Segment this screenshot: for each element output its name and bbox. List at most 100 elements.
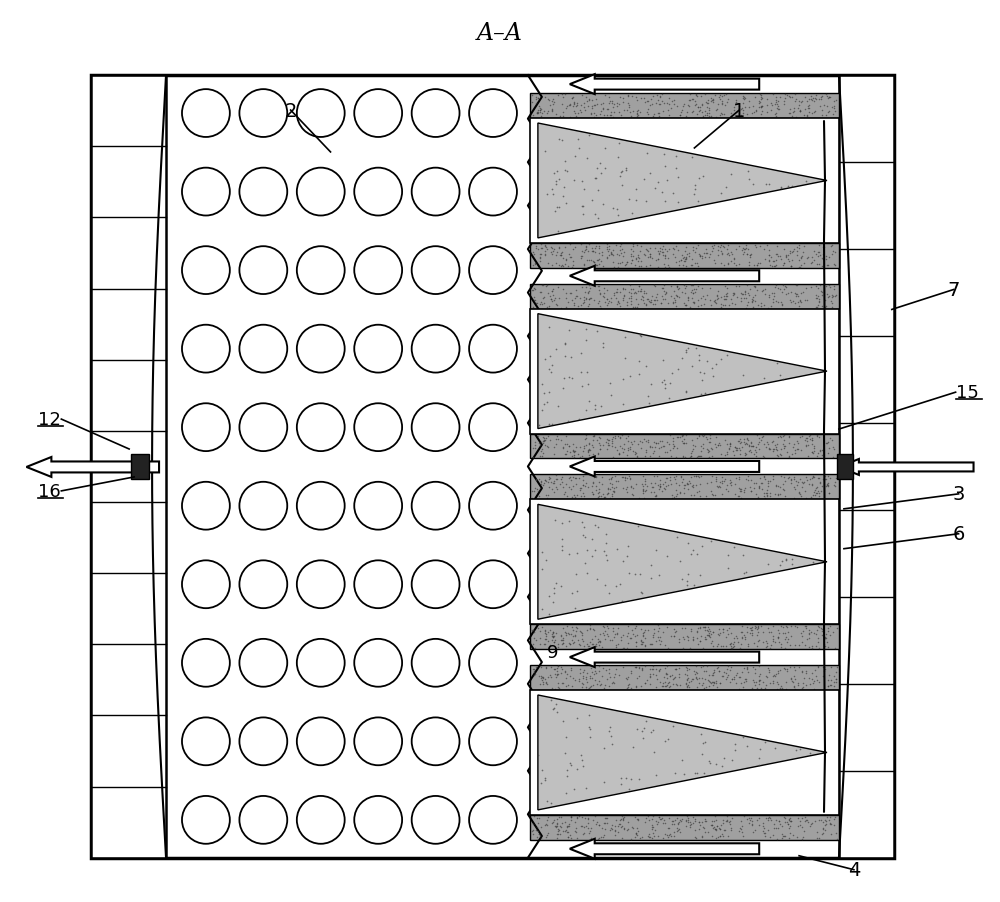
Point xyxy=(828,675,844,689)
Point xyxy=(760,437,776,452)
Point xyxy=(828,471,844,485)
Point xyxy=(682,300,698,315)
Bar xyxy=(530,474,839,500)
Point xyxy=(787,444,803,458)
Point xyxy=(769,437,785,452)
Point xyxy=(608,292,624,307)
Point xyxy=(591,475,607,490)
Point xyxy=(679,574,695,588)
Point xyxy=(525,245,541,260)
Point xyxy=(709,289,725,303)
Point xyxy=(693,439,709,454)
Point xyxy=(770,677,786,692)
Point xyxy=(768,442,784,456)
Point xyxy=(782,91,798,106)
Point xyxy=(536,476,552,491)
Point xyxy=(746,636,762,650)
Point xyxy=(772,250,788,264)
Point xyxy=(827,104,843,118)
Point xyxy=(579,675,595,689)
Point xyxy=(539,439,555,454)
Point xyxy=(554,676,570,691)
Point xyxy=(558,477,574,492)
Point xyxy=(798,471,814,485)
Point xyxy=(737,631,753,646)
Point xyxy=(628,680,644,695)
Point xyxy=(574,626,590,640)
Point xyxy=(702,436,718,450)
Bar xyxy=(530,434,839,459)
Point xyxy=(827,290,843,304)
Point xyxy=(720,548,736,562)
Point xyxy=(687,95,703,109)
Circle shape xyxy=(469,561,517,609)
Point xyxy=(597,631,613,646)
Point xyxy=(642,830,658,844)
Point xyxy=(643,724,659,739)
Point xyxy=(806,471,822,485)
Point xyxy=(569,290,585,304)
Point xyxy=(618,770,634,785)
Point xyxy=(633,292,649,307)
Point xyxy=(677,254,693,269)
Point xyxy=(714,476,730,491)
Circle shape xyxy=(354,796,402,844)
Point xyxy=(538,554,554,568)
Point xyxy=(747,239,763,253)
Point xyxy=(569,488,585,502)
Point xyxy=(699,432,715,446)
Point xyxy=(696,821,712,835)
Point xyxy=(676,98,692,113)
Point xyxy=(564,372,580,386)
Point xyxy=(700,623,716,638)
Point xyxy=(679,673,695,687)
Point xyxy=(598,811,614,825)
Point xyxy=(598,435,614,449)
Point xyxy=(565,636,581,650)
Point xyxy=(635,469,651,483)
Point xyxy=(683,489,699,503)
Point xyxy=(534,106,550,121)
Point xyxy=(678,814,694,828)
Point xyxy=(539,677,555,692)
Point xyxy=(603,106,619,120)
Point xyxy=(545,630,561,645)
Point xyxy=(747,91,763,106)
Point xyxy=(751,750,767,765)
Point xyxy=(591,280,607,294)
Point xyxy=(651,568,667,583)
Point xyxy=(605,101,621,115)
Point xyxy=(735,97,751,112)
Point xyxy=(545,244,561,259)
Point xyxy=(579,666,595,680)
Point xyxy=(562,98,578,113)
Point xyxy=(585,487,601,502)
Point xyxy=(769,240,785,254)
Point xyxy=(694,249,710,263)
Point xyxy=(572,482,588,496)
Point xyxy=(715,829,731,843)
Point xyxy=(532,104,548,118)
Point xyxy=(604,481,620,495)
Circle shape xyxy=(469,796,517,844)
Point xyxy=(667,625,683,640)
Point xyxy=(777,662,793,676)
Point xyxy=(591,489,607,503)
Point xyxy=(582,443,598,457)
Point xyxy=(806,439,822,454)
Point xyxy=(828,289,844,303)
Point xyxy=(818,109,834,124)
Point xyxy=(773,295,789,309)
Point xyxy=(797,434,813,448)
Point xyxy=(745,290,761,305)
Point xyxy=(691,428,707,443)
Point xyxy=(621,566,637,580)
Point xyxy=(687,245,703,260)
Point xyxy=(827,246,843,261)
Point xyxy=(666,829,682,843)
Point xyxy=(637,474,653,489)
Point xyxy=(722,675,738,689)
Point xyxy=(689,672,705,686)
Point xyxy=(709,819,725,833)
Point xyxy=(619,299,635,313)
